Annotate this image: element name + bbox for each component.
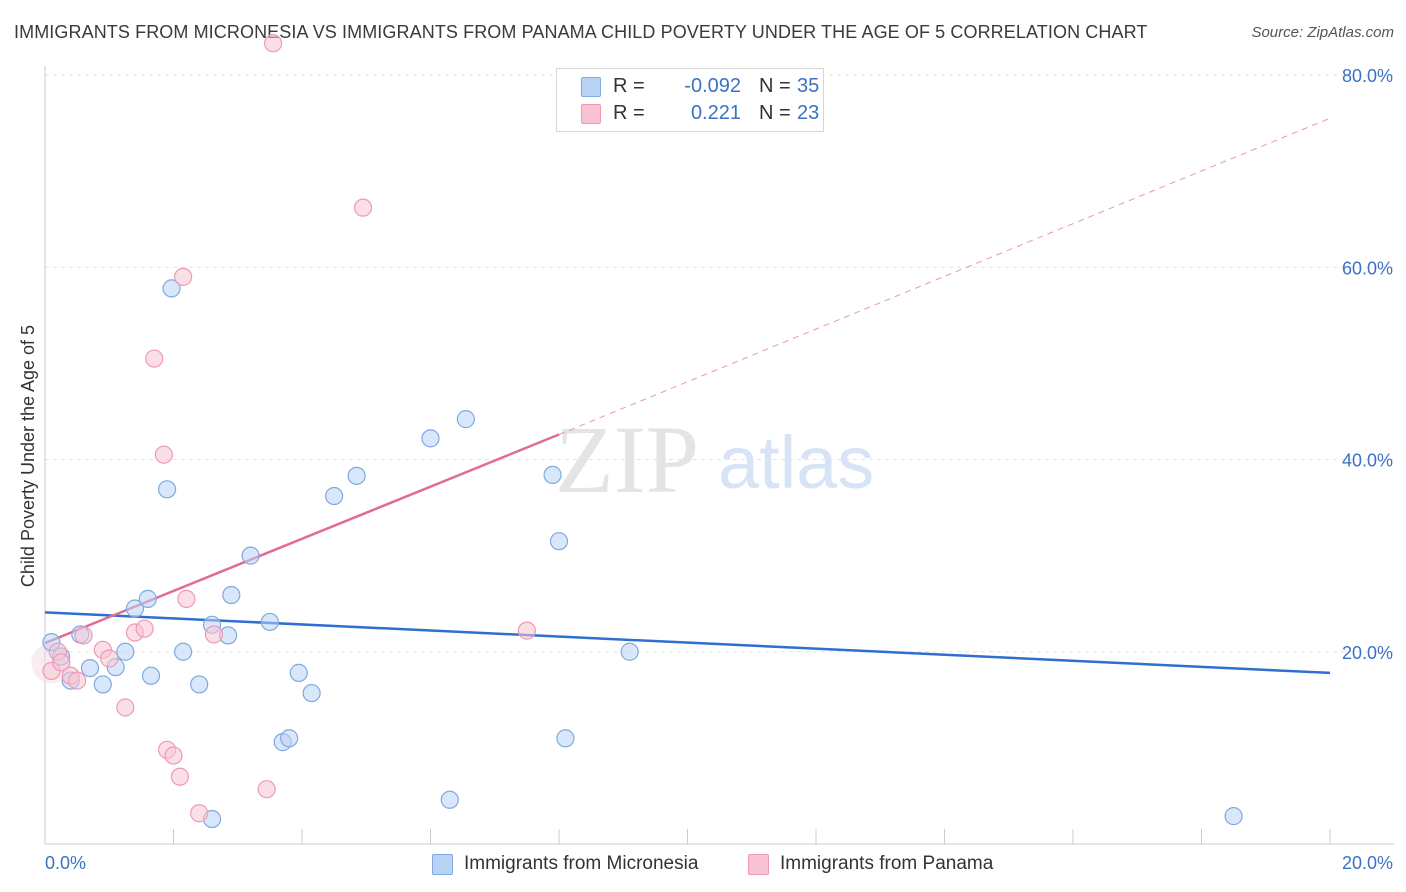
micronesia-point bbox=[543, 465, 562, 484]
micronesia-point bbox=[190, 675, 209, 694]
n-label: N = bbox=[759, 75, 791, 97]
panama-point bbox=[154, 445, 173, 464]
y-tick-labels: 20.0% 40.0% 60.0% 80.0% bbox=[1342, 66, 1393, 663]
micronesia-legend-label: Immigrants from Micronesia bbox=[464, 853, 699, 874]
correlation-legend: R = -0.092 N = 35 R = 0.221 N = 23 bbox=[556, 68, 824, 132]
micronesia-point bbox=[162, 279, 181, 298]
micronesia-point bbox=[222, 585, 241, 605]
micronesia-point bbox=[549, 532, 569, 551]
panama-trend-line bbox=[44, 433, 560, 645]
y-tick-label: 60.0% bbox=[1342, 258, 1393, 278]
n-label: N = bbox=[759, 102, 791, 124]
micronesia-point bbox=[280, 729, 299, 748]
micronesia-point bbox=[421, 429, 440, 448]
micronesia-point bbox=[325, 486, 344, 506]
panama-point bbox=[190, 804, 209, 823]
micronesia-point bbox=[1224, 807, 1243, 826]
micronesia-point bbox=[174, 642, 193, 661]
micronesia-point bbox=[620, 642, 639, 661]
axes bbox=[44, 66, 1394, 845]
micronesia-point bbox=[347, 466, 366, 485]
panama-point bbox=[174, 267, 193, 286]
micronesia-point bbox=[440, 790, 459, 809]
gridlines bbox=[45, 74, 1394, 653]
y-axis-label: Child Poverty Under the Age of 5 bbox=[18, 325, 38, 587]
panama-point bbox=[116, 698, 135, 717]
micronesia-point bbox=[93, 675, 112, 694]
watermark: ZIP atlas bbox=[555, 406, 874, 513]
n-value-micronesia: 35 bbox=[797, 75, 820, 97]
chart-title: IMMIGRANTS FROM MICRONESIA VS IMMIGRANTS… bbox=[14, 22, 1148, 42]
panama-point bbox=[353, 198, 373, 217]
y-tick-label: 40.0% bbox=[1342, 451, 1393, 471]
r-label: R = bbox=[613, 75, 645, 97]
micronesia-point bbox=[125, 599, 145, 618]
panama-point bbox=[517, 621, 536, 640]
micronesia-point bbox=[289, 663, 308, 682]
panama-point bbox=[51, 653, 71, 672]
panama-legend-swatch bbox=[748, 854, 769, 875]
micronesia-point bbox=[260, 612, 279, 632]
watermark-zip: ZIP bbox=[555, 406, 699, 513]
panama-point bbox=[68, 671, 87, 690]
micronesia-point bbox=[141, 666, 161, 685]
panama-point bbox=[100, 649, 119, 668]
micronesia-trend-line bbox=[44, 611, 1331, 675]
n-value-panama: 23 bbox=[797, 102, 820, 124]
panama-point bbox=[74, 626, 93, 645]
micronesia-swatch bbox=[581, 77, 601, 97]
micronesia-point bbox=[138, 589, 157, 608]
micronesia-point bbox=[302, 683, 321, 703]
panama-swatch bbox=[581, 104, 601, 124]
panama-point bbox=[164, 746, 183, 765]
micronesia-point bbox=[80, 658, 100, 678]
x-tick-labels: 0.0% 20.0% bbox=[45, 853, 1393, 873]
micronesia-point bbox=[241, 546, 260, 565]
micronesia-point bbox=[116, 642, 135, 661]
x-tick-label: 20.0% bbox=[1342, 853, 1393, 873]
r-value-micronesia: -0.092 bbox=[684, 75, 741, 97]
y-tick-label: 80.0% bbox=[1342, 66, 1393, 86]
micronesia-point bbox=[157, 480, 177, 499]
panama-point bbox=[145, 349, 164, 368]
panama-trend-line-extension bbox=[558, 117, 1331, 435]
source-attribution: Source: ZipAtlas.com bbox=[1251, 24, 1394, 41]
micronesia-point bbox=[456, 410, 475, 429]
panama-point bbox=[170, 767, 190, 786]
r-label: R = bbox=[613, 102, 645, 124]
panama-point bbox=[135, 619, 154, 638]
micronesia-point bbox=[556, 729, 575, 748]
panama-point bbox=[257, 780, 276, 799]
r-value-panama: 0.221 bbox=[690, 102, 741, 124]
panama-point bbox=[177, 589, 196, 608]
data-points bbox=[31, 34, 1243, 829]
y-tick-label: 20.0% bbox=[1342, 643, 1393, 663]
watermark-atlas: atlas bbox=[718, 421, 874, 504]
x-tick-label: 0.0% bbox=[45, 853, 86, 873]
panama-point bbox=[263, 34, 283, 53]
panama-legend-label: Immigrants from Panama bbox=[780, 853, 994, 874]
micronesia-legend-swatch bbox=[432, 854, 453, 875]
panama-point bbox=[204, 625, 224, 644]
